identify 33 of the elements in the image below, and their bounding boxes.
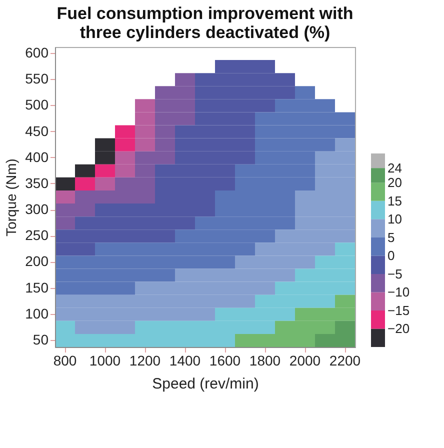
y-tick-label: 250 bbox=[25, 227, 49, 244]
y-tick-label: 400 bbox=[25, 148, 49, 165]
y-tick-label: 350 bbox=[25, 174, 49, 191]
color-bar-label: −15 bbox=[388, 302, 410, 318]
color-bar-label: 20 bbox=[388, 175, 402, 190]
x-tick-label: 2200 bbox=[329, 352, 361, 368]
x-tick-label: 1400 bbox=[169, 352, 201, 368]
x-axis-title: Speed (rev/min) bbox=[152, 376, 259, 392]
y-tick-label: 300 bbox=[25, 201, 49, 218]
x-tick-label: 1200 bbox=[129, 352, 161, 368]
y-tick-label: 50 bbox=[32, 331, 49, 348]
y-tick-label: 550 bbox=[25, 70, 49, 87]
y-tick-label: 600 bbox=[25, 44, 49, 61]
x-tick-label: 800 bbox=[53, 352, 77, 368]
x-tick-label: 1600 bbox=[209, 352, 241, 368]
color-bar-label: 5 bbox=[388, 230, 395, 245]
color-bar-label: 24 bbox=[388, 160, 402, 176]
y-tick-label: 450 bbox=[25, 122, 49, 139]
y-tick-label: 200 bbox=[25, 253, 49, 270]
y-tick-label: 100 bbox=[25, 305, 49, 322]
x-tick-label: 1000 bbox=[89, 352, 121, 368]
color-bar-label: −10 bbox=[388, 284, 410, 300]
y-axis-title: Torque (Nm) bbox=[3, 158, 20, 236]
color-bar-label: −5 bbox=[388, 266, 402, 282]
color-bar-label: 0 bbox=[388, 248, 395, 264]
chart-title: Fuel consumption improvement with three cylinders deactivated (%) bbox=[56, 4, 354, 42]
color-bar-label: 15 bbox=[388, 193, 402, 208]
y-tick-label: 150 bbox=[25, 279, 49, 296]
color-bar-label: −20 bbox=[388, 321, 410, 336]
y-tick-label: 500 bbox=[25, 96, 49, 113]
color-bar-label: 10 bbox=[388, 212, 402, 227]
x-tick-label: 2000 bbox=[289, 352, 321, 368]
x-tick-label: 1800 bbox=[249, 352, 281, 368]
